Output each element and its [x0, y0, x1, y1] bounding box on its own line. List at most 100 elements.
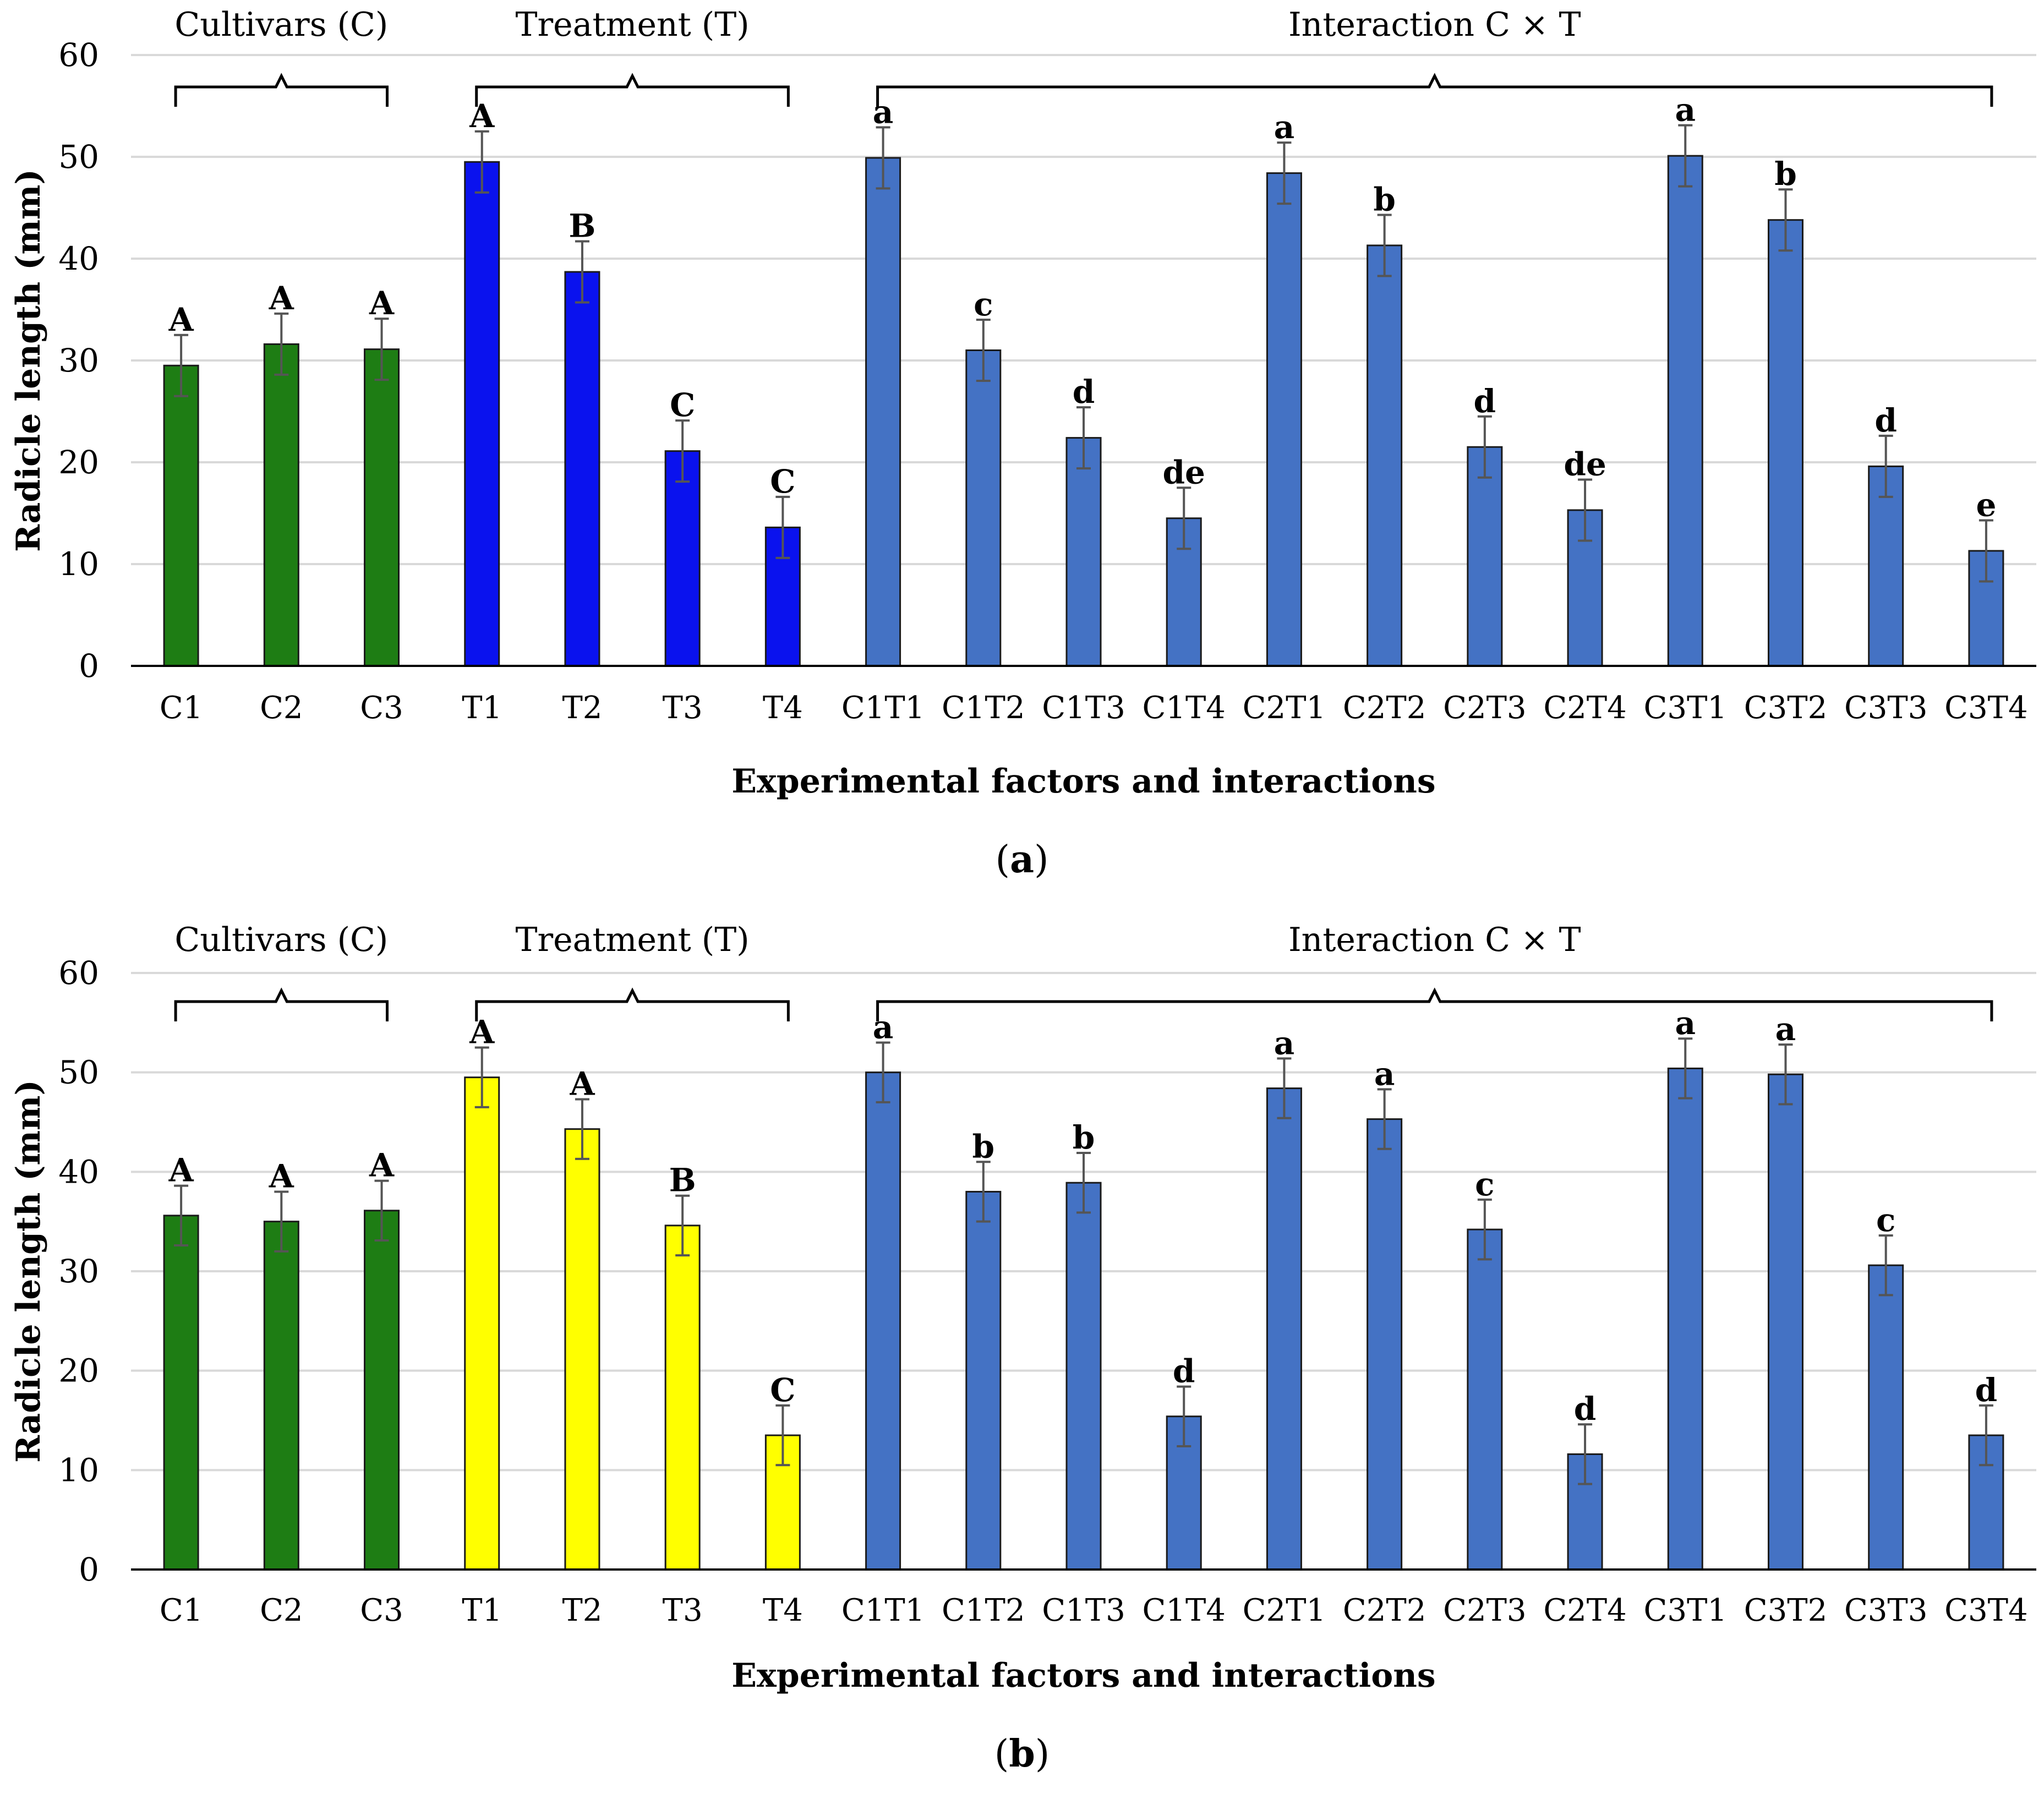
x-tick-label: C3T2 — [1744, 690, 1827, 726]
caption-paren: ( — [995, 838, 1010, 882]
chart-panel-a: 0 10 20 30 40 50 60 A C1 A C2 A C3 A T1 B T2 C T3 C T4 a C1T1 c… — [9, 6, 2036, 882]
x-tick-label: C1T2 — [942, 690, 1025, 726]
bar — [1367, 1118, 1403, 1571]
group-bracket — [876, 73, 1993, 107]
x-tick-label: C2T2 — [1343, 1593, 1426, 1628]
group-label: Interaction C × T — [1288, 6, 1581, 44]
significance-letter: A — [469, 1014, 495, 1051]
bar — [1266, 172, 1302, 667]
x-tick-label: C1T3 — [1042, 690, 1125, 726]
group-bracket — [475, 73, 790, 107]
group-bracket — [475, 987, 790, 1021]
bar — [1868, 465, 1904, 667]
significance-letter: d — [1474, 382, 1496, 420]
panel-caption: (b) — [994, 1732, 1050, 1776]
y-tick-label: 10 — [58, 545, 99, 583]
y-tick-label: 30 — [58, 1253, 99, 1290]
y-tick-label: 40 — [58, 240, 99, 277]
significance-letter: e — [1976, 486, 1996, 523]
panel-caption: (a) — [995, 838, 1048, 882]
x-tick-label: C2 — [260, 690, 303, 726]
caption-paren: ) — [1034, 838, 1049, 882]
significance-letter: C — [670, 386, 695, 424]
bar — [1868, 1264, 1904, 1571]
x-tick-label: C2T1 — [1243, 690, 1326, 726]
significance-letter: d — [1173, 1353, 1195, 1390]
group-bracket — [876, 987, 1993, 1021]
significance-letter: c — [974, 286, 993, 323]
bar — [364, 348, 400, 667]
significance-letter: a — [1675, 1004, 1696, 1042]
bar — [163, 1215, 199, 1571]
significance-letter: b — [1774, 155, 1797, 193]
significance-letter: a — [1675, 91, 1696, 129]
significance-letter: de — [1564, 445, 1606, 483]
x-tick-label: T3 — [663, 690, 703, 726]
x-tick-label: C3 — [360, 690, 403, 726]
y-axis-title: Radicle length (mm) — [9, 169, 48, 552]
bar — [865, 1071, 901, 1571]
significance-letter: a — [1775, 1010, 1796, 1048]
y-tick-label: 60 — [58, 954, 99, 992]
x-tick-label: C2T1 — [1243, 1593, 1326, 1628]
x-tick-label: C2T2 — [1343, 690, 1426, 726]
x-tick-label: C1T1 — [841, 1593, 925, 1628]
significance-letter: B — [569, 207, 595, 245]
group-label: Treatment (T) — [515, 921, 749, 959]
bar — [1767, 219, 1803, 667]
x-tick-label: C1T1 — [841, 690, 925, 726]
x-tick-label: C1T4 — [1142, 690, 1225, 726]
bar — [464, 1076, 500, 1571]
y-tick-label: 40 — [58, 1153, 99, 1190]
y-tick-label: 20 — [58, 1352, 99, 1390]
significance-letter: C — [770, 1371, 795, 1409]
significance-letter: C — [770, 463, 795, 500]
x-tick-label: C2T4 — [1543, 690, 1626, 726]
significance-letter: b — [1373, 181, 1396, 218]
bar — [664, 1224, 701, 1571]
bar — [1065, 437, 1102, 667]
x-tick-label: C3T1 — [1644, 1593, 1727, 1628]
y-tick-label: 20 — [58, 444, 99, 481]
significance-letter: a — [873, 93, 894, 130]
x-tick-label: T2 — [562, 690, 602, 726]
x-tick-label: C3T4 — [1944, 690, 2027, 726]
significance-letter: d — [1073, 373, 1095, 411]
y-tick-label: 10 — [58, 1451, 99, 1489]
y-axis-title: Radicle length (mm) — [9, 1080, 48, 1463]
significance-letter: c — [1475, 1166, 1494, 1203]
significance-letter: A — [369, 1147, 395, 1184]
significance-letter: A — [569, 1065, 595, 1102]
x-axis-title: Experimental factors and interactions — [731, 1656, 1435, 1695]
y-tick-label: 50 — [58, 138, 99, 176]
bar — [263, 343, 299, 667]
significance-letter: de — [1162, 453, 1205, 491]
x-tick-label: C3T4 — [1944, 1593, 2027, 1628]
significance-letter: B — [669, 1162, 696, 1199]
x-tick-label: T2 — [562, 1593, 602, 1628]
caption-letter: a — [1010, 838, 1034, 882]
x-tick-label: C1T2 — [942, 1593, 1025, 1628]
caption-paren: ) — [1035, 1732, 1050, 1776]
bar — [1467, 1228, 1503, 1571]
y-tick-label: 60 — [58, 36, 99, 74]
group-label: Cultivars (C) — [174, 6, 388, 44]
caption-letter: b — [1009, 1732, 1035, 1776]
bar — [865, 157, 901, 667]
bar — [1065, 1182, 1102, 1571]
chart-panel-b: 0 10 20 30 40 50 60 A C1 A C2 A C3 A T1 A T2 B T3 C T4 a C1T1 b… — [9, 921, 2036, 1776]
significance-letter: A — [168, 301, 194, 338]
x-tick-label: T4 — [763, 1593, 803, 1628]
group-bracket — [174, 987, 389, 1021]
bar — [1667, 155, 1703, 667]
group-label: Treatment (T) — [515, 6, 749, 44]
bar — [965, 1190, 1002, 1571]
significance-letter: A — [369, 285, 395, 322]
bar — [1467, 446, 1503, 667]
x-tick-label: C2T3 — [1443, 1593, 1526, 1628]
x-tick-label: T1 — [462, 1593, 502, 1628]
significance-letter: A — [269, 1157, 294, 1195]
x-axis-title: Experimental factors and interactions — [731, 762, 1435, 801]
significance-letter: A — [168, 1152, 194, 1189]
bar — [263, 1221, 299, 1571]
